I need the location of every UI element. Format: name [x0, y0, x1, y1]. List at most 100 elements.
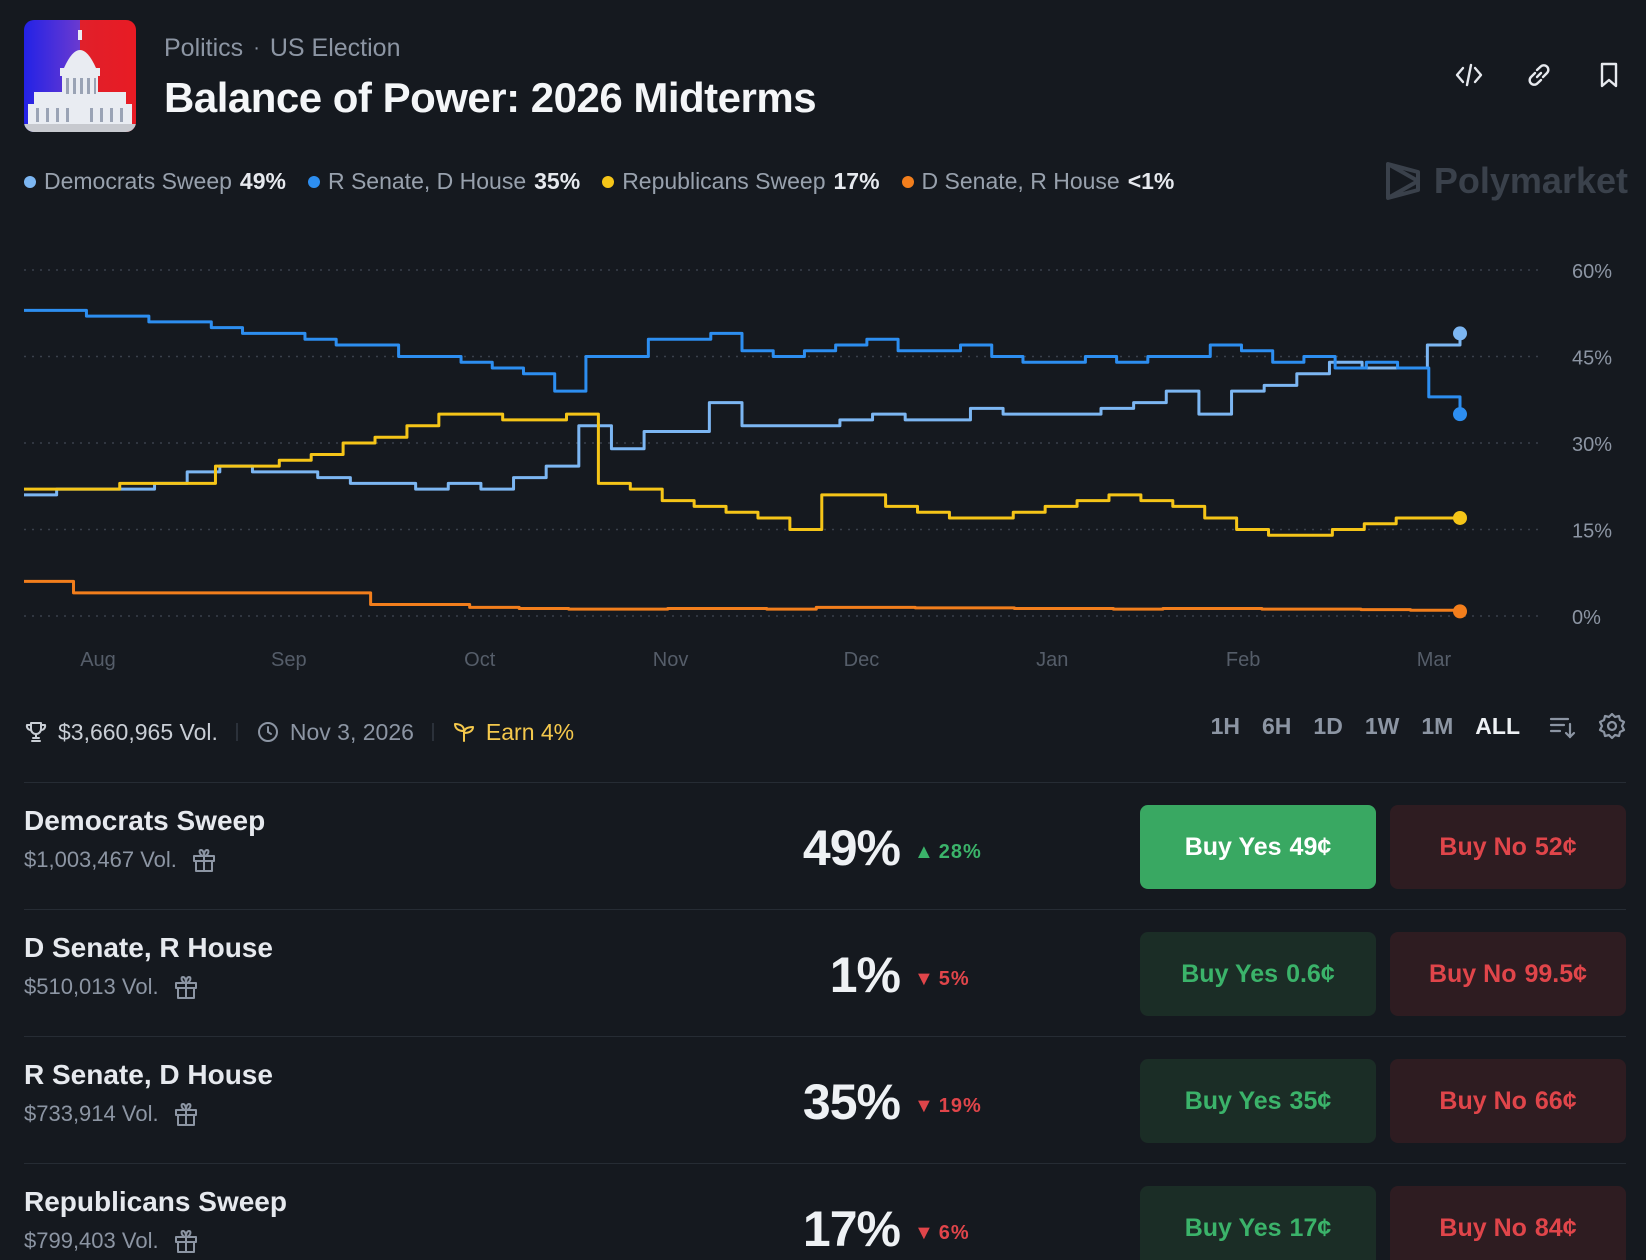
polymarket-logo-icon [1385, 162, 1420, 200]
code-icon [1455, 63, 1483, 87]
outcome-row[interactable]: Democrats Sweep $1,003,467 Vol. 49% ▲ 28%… [24, 783, 1626, 909]
legend-value: 17% [833, 168, 880, 194]
outcome-percent: 17% [802, 1201, 901, 1257]
outcome-volume-line: $510,013 Vol. [24, 974, 199, 1000]
range-1d[interactable]: 1D [1313, 712, 1343, 739]
x-tick-label: Mar [1417, 649, 1452, 671]
legend-name: D Senate, R House [921, 168, 1120, 194]
buy-yes-label: Buy Yes [1184, 1213, 1282, 1242]
x-tick-label: Jan [1036, 649, 1068, 671]
buy-yes-button[interactable]: Buy Yes 49¢ [1140, 805, 1376, 889]
stat-divider [235, 723, 238, 741]
row-divider [24, 1163, 1626, 1164]
range-6h[interactable]: 6H [1262, 712, 1292, 739]
buy-no-button[interactable]: Buy No 52¢ [1390, 805, 1626, 889]
series-end-point [1453, 407, 1467, 422]
brand-name: Polymarket [1433, 160, 1628, 201]
sort-button[interactable] [1548, 712, 1576, 740]
buy-no-label: Buy No [1439, 1086, 1527, 1115]
breadcrumb: Politics · US Election [164, 34, 400, 63]
stat-divider [431, 723, 434, 741]
outcome-volume: $1,003,467 Vol. [24, 847, 177, 872]
buy-no-price: 99.5¢ [1524, 959, 1588, 988]
capitol-thumbnail [24, 20, 136, 132]
chart-legend: Democrats Sweep 49% R Senate, D House 35… [24, 168, 1174, 195]
breadcrumb-separator: · [253, 37, 260, 59]
x-tick-label: Dec [844, 649, 880, 671]
price-history-chart[interactable]: 60% 45% 30% 15% 0% Aug Sep Oct Nov Dec Jan Feb Mar [0, 240, 1646, 680]
buy-no-button[interactable]: Buy No 99.5¢ [1390, 932, 1626, 1016]
buy-yes-button[interactable]: Buy Yes 0.6¢ [1140, 932, 1376, 1016]
row-divider [24, 909, 1626, 910]
earn-badge[interactable]: Earn 4% [452, 719, 574, 746]
volume-stat: $3,660,965 Vol. [24, 719, 218, 746]
price-change: ▲ 28% [914, 841, 982, 864]
buy-no-label: Buy No [1428, 959, 1517, 988]
outcome-row[interactable]: Republicans Sweep $799,403 Vol. 17% ▼ 6% … [24, 1164, 1626, 1260]
series-end-point [1453, 326, 1467, 341]
change-value: 6% [938, 1222, 970, 1244]
range-1h[interactable]: 1H [1210, 712, 1241, 739]
change-value: 19% [938, 1095, 982, 1117]
breadcrumb-subcategory[interactable]: US Election [269, 34, 401, 62]
buy-no-button[interactable]: Buy No 66¢ [1390, 1059, 1626, 1143]
gift-icon[interactable] [173, 1228, 199, 1254]
buy-yes-label: Buy Yes [1184, 1086, 1282, 1115]
breadcrumb-category[interactable]: Politics [164, 34, 244, 62]
legend-dot [602, 175, 615, 188]
series-line [24, 308, 1462, 415]
outcome-volume-line: $799,403 Vol. [24, 1228, 199, 1254]
embed-button[interactable] [1452, 58, 1486, 92]
buy-no-price: 84¢ [1534, 1213, 1577, 1242]
range-all[interactable]: ALL [1475, 712, 1520, 739]
legend-name: Democrats Sweep [44, 168, 232, 194]
outcome-percent: 1% [829, 947, 901, 1003]
gift-icon[interactable] [191, 847, 217, 873]
outcome-row[interactable]: R Senate, D House $733,914 Vol. 35% ▼ 19%… [24, 1037, 1626, 1163]
outcome-row[interactable]: D Senate, R House $510,013 Vol. 1% ▼ 5% B… [24, 910, 1626, 1036]
gift-icon[interactable] [173, 1101, 199, 1127]
legend-item: Republicans Sweep 17% [602, 168, 880, 195]
legend-dot [24, 175, 36, 188]
range-1m[interactable]: 1M [1421, 712, 1454, 739]
y-tick-label: 60% [1572, 261, 1612, 283]
chart-settings-button[interactable] [1598, 712, 1626, 740]
end-date: Nov 3, 2026 [289, 718, 414, 745]
outcome-volume-line: $733,914 Vol. [24, 1101, 199, 1127]
buy-yes-button[interactable]: Buy Yes 35¢ [1140, 1059, 1376, 1143]
header-actions [1452, 58, 1626, 92]
triangle-down-icon: ▼ [914, 968, 935, 990]
legend-dot [901, 175, 914, 188]
x-tick-label: Nov [653, 649, 689, 671]
series-line [24, 412, 1460, 537]
bookmark-button[interactable] [1592, 58, 1626, 92]
outcome-volume: $510,013 Vol. [24, 974, 159, 999]
copy-link-button[interactable] [1522, 58, 1556, 92]
total-volume: $3,660,965 Vol. [58, 718, 218, 745]
buy-yes-price: 0.6¢ [1286, 959, 1335, 988]
x-tick-label: Aug [80, 649, 116, 671]
trophy-icon [25, 722, 47, 742]
price-change: ▼ 19% [914, 1095, 982, 1118]
gift-icon[interactable] [173, 974, 199, 1000]
buy-no-price: 52¢ [1534, 832, 1577, 861]
buy-yes-price: 17¢ [1289, 1213, 1332, 1242]
change-value: 5% [938, 968, 970, 990]
buy-yes-button[interactable]: Buy Yes 17¢ [1140, 1186, 1376, 1260]
buy-no-button[interactable]: Buy No 84¢ [1390, 1186, 1626, 1260]
x-tick-label: Oct [464, 649, 496, 671]
outcome-name: Democrats Sweep [24, 805, 266, 836]
outcome-percent: 35% [802, 1074, 901, 1130]
y-tick-label: 30% [1572, 434, 1612, 456]
page-title: Balance of Power: 2026 Midterms [164, 74, 817, 121]
x-tick-label: Sep [271, 649, 307, 671]
series-line [24, 579, 1462, 612]
buy-no-price: 66¢ [1534, 1086, 1577, 1115]
legend-item: Democrats Sweep 49% [24, 168, 286, 195]
bookmark-icon [1600, 62, 1618, 88]
triangle-down-icon: ▼ [914, 1095, 935, 1117]
series-line [24, 333, 1462, 497]
range-1w[interactable]: 1W [1364, 712, 1400, 739]
y-tick-label: 15% [1572, 521, 1612, 543]
legend-item: D Senate, R House <1% [901, 168, 1174, 195]
